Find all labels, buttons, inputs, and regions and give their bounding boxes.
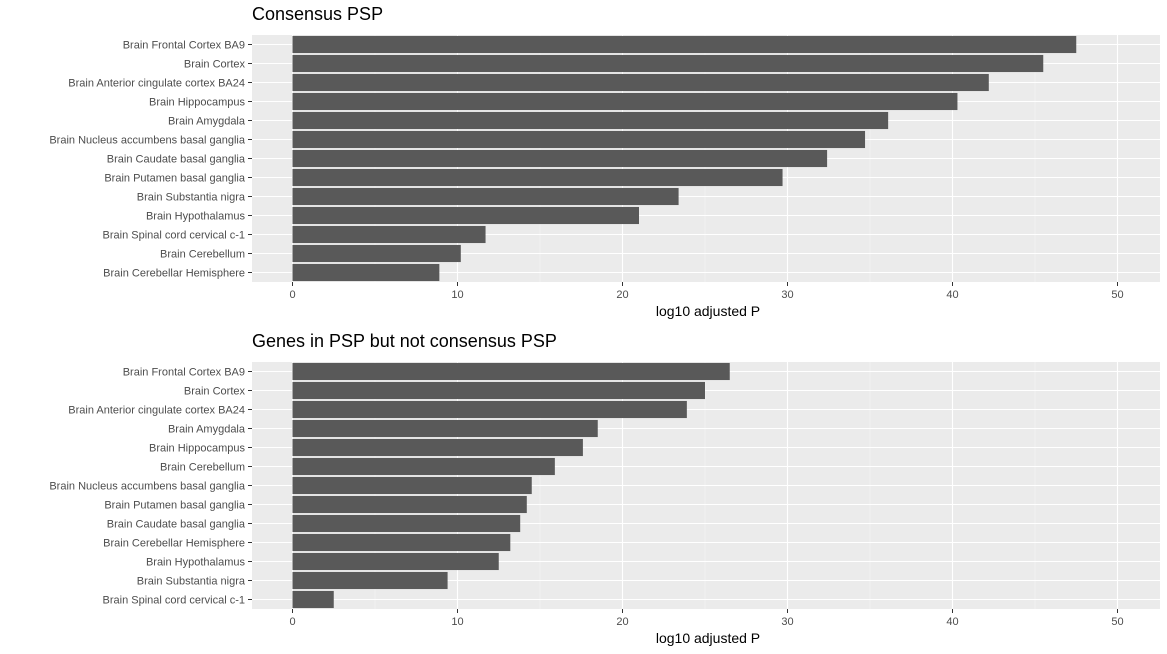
y-tick-label: Brain Hypothalamus	[146, 557, 246, 569]
chart-title: Consensus PSP	[252, 4, 383, 24]
bar	[292, 35, 1077, 54]
x-tick-label: 0	[289, 616, 295, 628]
bar	[292, 187, 679, 206]
y-tick-label: Brain Cerebellar Hemisphere	[103, 538, 245, 550]
x-tick-label: 50	[1111, 289, 1123, 301]
bar	[292, 362, 730, 381]
y-tick-label: Brain Putamen basal ganglia	[104, 500, 246, 512]
bar	[292, 514, 521, 533]
y-tick-label: Brain Amygdala	[168, 116, 246, 128]
x-axis-title: log10 adjusted P	[656, 303, 760, 319]
y-tick-label: Brain Nucleus accumbens basal ganglia	[49, 135, 246, 147]
y-tick-label: Brain Spinal cord cervical c-1	[103, 230, 245, 242]
x-axis-title: log10 adjusted P	[656, 630, 760, 646]
x-tick-label: 30	[781, 616, 793, 628]
x-tick-label: 50	[1111, 616, 1123, 628]
x-tick-label: 40	[946, 289, 958, 301]
bar	[292, 130, 866, 149]
bar	[292, 552, 499, 571]
x-tick-label: 20	[616, 289, 628, 301]
bar	[292, 400, 687, 419]
x-tick-label: 0	[289, 289, 295, 301]
bar	[292, 168, 783, 187]
chart-title: Genes in PSP but not consensus PSP	[252, 331, 557, 351]
x-tick-label: 40	[946, 616, 958, 628]
y-tick-label: Brain Caudate basal ganglia	[107, 154, 246, 166]
bar	[292, 225, 486, 244]
chart-consensus-psp: Consensus PSP Brain Frontal Cortex BA9 Bra…	[49, 4, 1160, 319]
chart-genes-not-consensus: Genes in PSP but not consensus PSP Brain …	[49, 331, 1160, 646]
y-tick-label: Brain Substantia nigra	[137, 192, 246, 204]
y-tick-label: Brain Hypothalamus	[146, 211, 246, 223]
bar	[292, 590, 334, 609]
bar	[292, 571, 448, 590]
y-tick-label: Brain Cerebellum	[160, 462, 245, 474]
y-tick-label: Brain Cortex	[184, 59, 246, 71]
bar	[292, 381, 705, 400]
bar	[292, 73, 989, 92]
y-tick-label: Brain Cortex	[184, 386, 246, 398]
y-tick-label: Brain Cerebellum	[160, 249, 245, 261]
bar	[292, 92, 958, 111]
x-tick-label: 30	[781, 289, 793, 301]
bar	[292, 533, 511, 552]
bar	[292, 419, 598, 438]
y-tick-label: Brain Frontal Cortex BA9	[123, 367, 245, 379]
y-tick-label: Brain Hippocampus	[149, 97, 245, 109]
x-tick-label: 10	[451, 616, 463, 628]
bar	[292, 244, 461, 263]
y-tick-label: Brain Spinal cord cervical c-1	[103, 595, 245, 607]
bar	[292, 111, 889, 130]
bar	[292, 263, 440, 282]
bar	[292, 54, 1044, 73]
bar	[292, 438, 583, 457]
y-tick-label: Brain Anterior cingulate cortex BA24	[68, 405, 245, 417]
y-tick-label: Brain Cerebellar Hemisphere	[103, 268, 245, 280]
y-tick-label: Brain Amygdala	[168, 424, 246, 436]
y-tick-label: Brain Caudate basal ganglia	[107, 519, 246, 531]
bar	[292, 149, 828, 168]
bar	[292, 476, 532, 495]
bar	[292, 495, 527, 514]
y-tick-label: Brain Substantia nigra	[137, 576, 246, 588]
bar	[292, 457, 555, 476]
x-tick-label: 10	[451, 289, 463, 301]
y-tick-label: Brain Frontal Cortex BA9	[123, 40, 245, 52]
x-tick-label: 20	[616, 616, 628, 628]
y-tick-label: Brain Putamen basal ganglia	[104, 173, 246, 185]
y-tick-label: Brain Hippocampus	[149, 443, 245, 455]
y-tick-label: Brain Nucleus accumbens basal ganglia	[49, 481, 246, 493]
bar	[292, 206, 639, 225]
y-tick-label: Brain Anterior cingulate cortex BA24	[68, 78, 245, 90]
